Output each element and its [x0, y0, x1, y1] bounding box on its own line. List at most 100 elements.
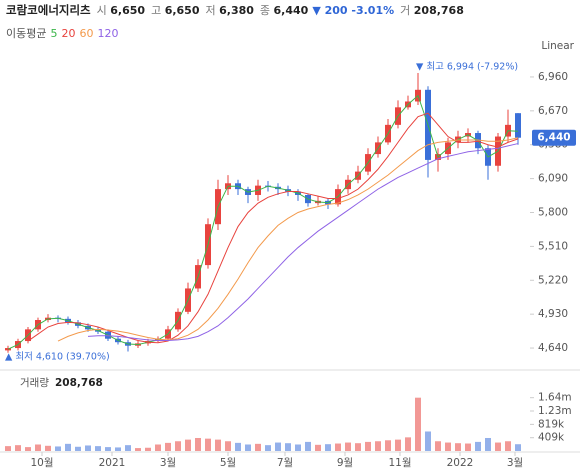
price-tag-bg [532, 129, 576, 146]
x-tick-label: 7월 [277, 457, 293, 469]
quote-value: 6,650 [164, 4, 200, 17]
volume-bar [65, 443, 71, 451]
ma-line [7, 94, 519, 350]
volume-bar [305, 441, 311, 451]
volume-bar [215, 439, 221, 451]
volume-bar [15, 445, 21, 451]
scale-label: Linear [541, 40, 574, 52]
candle-body [515, 113, 521, 138]
volume-bar [295, 444, 301, 451]
volume-bar [105, 447, 111, 451]
volume-bar [225, 441, 231, 451]
volume-bar [375, 441, 381, 451]
ma-legend-item: 20 [61, 27, 76, 40]
quote-key: 거 [400, 4, 411, 17]
y2-tick-label: 409k [538, 432, 565, 444]
x-tick-label: 3월 [507, 457, 523, 469]
volume-bar [145, 447, 151, 451]
y-tick-label: 4,930 [538, 308, 568, 320]
ma-legend-item: 60 [79, 27, 94, 40]
volume-bar [285, 443, 291, 451]
volume-bar [385, 440, 391, 451]
y2-tick-label: 1.23m [538, 405, 572, 417]
high-annotation: ▼ 최고 6,994 (-7.92%) [416, 61, 518, 72]
volume-bar [195, 437, 201, 451]
volume-bar [255, 443, 261, 451]
x-tick-label: 5월 [220, 457, 236, 469]
volume-bar [445, 442, 451, 451]
x-tick-label: 10월 [30, 457, 53, 469]
volume-bar [395, 439, 401, 451]
volume-bar [515, 444, 521, 451]
quote-value: 6,440 [273, 4, 309, 17]
volume-bar [485, 437, 491, 451]
volume-bar [475, 441, 481, 451]
x-tick-label: 9월 [337, 457, 353, 469]
y-tick-label: 5,510 [538, 240, 568, 252]
low-annotation: ▲ 최저 4,610 (39.70%) [5, 352, 110, 363]
y-tick-label: 6,960 [538, 71, 568, 83]
x-tick-label: 11월 [388, 457, 411, 469]
volume-bar [75, 446, 81, 451]
volume-bar [495, 442, 501, 451]
volume-bar [235, 442, 241, 451]
ma-legend-item: 120 [97, 27, 119, 40]
volume-bar [275, 442, 281, 451]
volume-bar [175, 441, 181, 451]
x-tick-label: 2022 [447, 457, 474, 469]
volume-bar [365, 441, 371, 451]
volume-bar [405, 437, 411, 451]
volume-bar [425, 431, 431, 451]
quote-key: 저 [205, 4, 216, 17]
quote-value: 6,380 [219, 4, 254, 17]
volume-bar [265, 445, 271, 451]
volume-bar [115, 447, 121, 451]
volume-bar [415, 397, 421, 451]
stock-name: 코람코에너지리츠 [6, 3, 91, 17]
volume-bar [155, 444, 161, 451]
volume-bar [325, 444, 331, 451]
volume-bar [455, 443, 461, 451]
volume-bar [45, 445, 51, 451]
volume-value: 208,768 [55, 377, 103, 389]
volume-bar [435, 441, 441, 451]
y-tick-label: 6,670 [538, 105, 568, 117]
y2-tick-label: 819k [538, 418, 565, 430]
quote-header: 코람코에너지리츠 시 6,650 고 6,650 저 6,380 종 6,440 ▼ 20… [6, 2, 464, 18]
volume-bar [25, 447, 31, 451]
volume-bar [85, 445, 91, 451]
volume-bar [345, 442, 351, 451]
ma-legend-item: 5 [50, 27, 58, 40]
quote-value: 208,768 [413, 4, 464, 17]
volume-bar [505, 441, 511, 451]
volume-bar [125, 445, 131, 451]
y-tick-label: 6,090 [538, 173, 568, 185]
x-tick-label: 2021 [99, 457, 126, 469]
price-tag: 6,440 [537, 132, 570, 144]
volume-bar [165, 442, 171, 451]
ma-line [27, 112, 519, 344]
volume-bar [315, 444, 321, 451]
volume-bar [205, 438, 211, 451]
y-tick-label: 5,800 [538, 207, 568, 219]
volume-bar [465, 443, 471, 451]
volume-bar [55, 446, 61, 451]
volume-bar [355, 443, 361, 451]
volume-bar [135, 448, 141, 451]
quote-key: 종 [259, 4, 271, 17]
volume-label: 거래량 [20, 377, 49, 389]
volume-bar [185, 439, 191, 451]
ma-line [87, 143, 519, 341]
y-tick-label: 4,640 [538, 342, 568, 354]
ma-label: 이동평균 [6, 27, 47, 40]
quote-key: 고 [151, 4, 162, 17]
y2-tick-label: 1.64m [538, 392, 572, 404]
price-change: ▼ 200 -3.01% [312, 4, 395, 17]
x-tick-label: 3월 [160, 457, 176, 469]
y-tick-label: 5,220 [538, 274, 568, 286]
ma-line [57, 137, 519, 342]
volume-bar [335, 443, 341, 451]
quote-value: 6,650 [110, 4, 146, 17]
